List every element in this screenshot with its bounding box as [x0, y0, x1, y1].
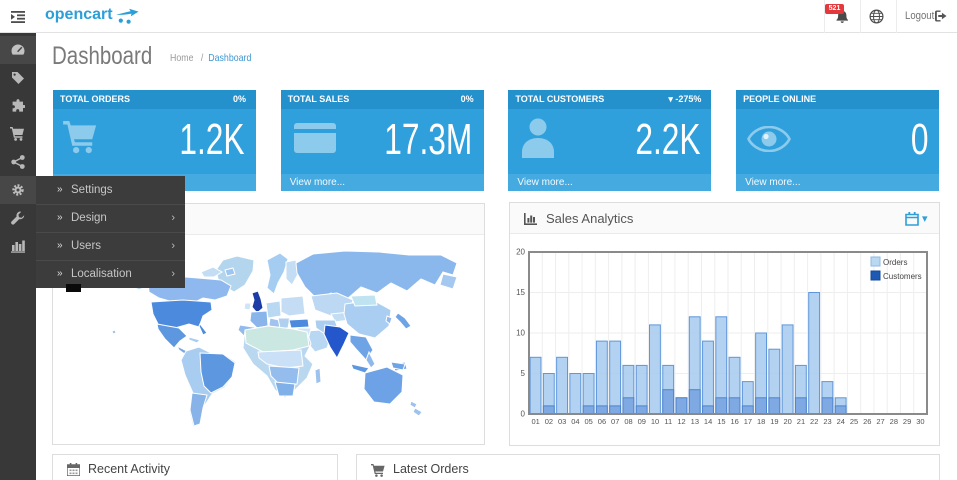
- svg-text:10: 10: [651, 417, 659, 426]
- svg-text:15: 15: [516, 288, 525, 297]
- svg-text:04: 04: [571, 417, 579, 426]
- svg-text:27: 27: [876, 417, 884, 426]
- svg-text:19: 19: [770, 417, 778, 426]
- svg-text:02: 02: [545, 417, 553, 426]
- svg-text:10: 10: [516, 329, 525, 338]
- svg-text:20: 20: [516, 248, 525, 257]
- svg-text:13: 13: [691, 417, 699, 426]
- svg-text:05: 05: [585, 417, 593, 426]
- svg-text:14: 14: [704, 417, 712, 426]
- svg-text:26: 26: [863, 417, 871, 426]
- svg-text:23: 23: [823, 417, 831, 426]
- svg-text:28: 28: [890, 417, 898, 426]
- svg-text:11: 11: [664, 417, 672, 426]
- svg-text:29: 29: [903, 417, 911, 426]
- svg-text:21: 21: [797, 417, 805, 426]
- svg-text:09: 09: [638, 417, 646, 426]
- svg-text:25: 25: [850, 417, 858, 426]
- svg-text:22: 22: [810, 417, 818, 426]
- svg-text:0: 0: [521, 410, 526, 419]
- svg-text:18: 18: [757, 417, 765, 426]
- svg-text:20: 20: [784, 417, 792, 426]
- svg-text:15: 15: [717, 417, 725, 426]
- svg-text:06: 06: [598, 417, 606, 426]
- svg-text:12: 12: [677, 417, 685, 426]
- svg-text:Orders: Orders: [883, 258, 907, 267]
- svg-text:03: 03: [558, 417, 566, 426]
- svg-text:07: 07: [611, 417, 619, 426]
- svg-text:17: 17: [744, 417, 752, 426]
- svg-text:16: 16: [730, 417, 738, 426]
- svg-text:5: 5: [521, 369, 526, 378]
- svg-text:30: 30: [916, 417, 924, 426]
- svg-text:01: 01: [531, 417, 539, 426]
- svg-text:Customers: Customers: [883, 272, 922, 281]
- svg-text:08: 08: [624, 417, 632, 426]
- svg-text:24: 24: [837, 417, 845, 426]
